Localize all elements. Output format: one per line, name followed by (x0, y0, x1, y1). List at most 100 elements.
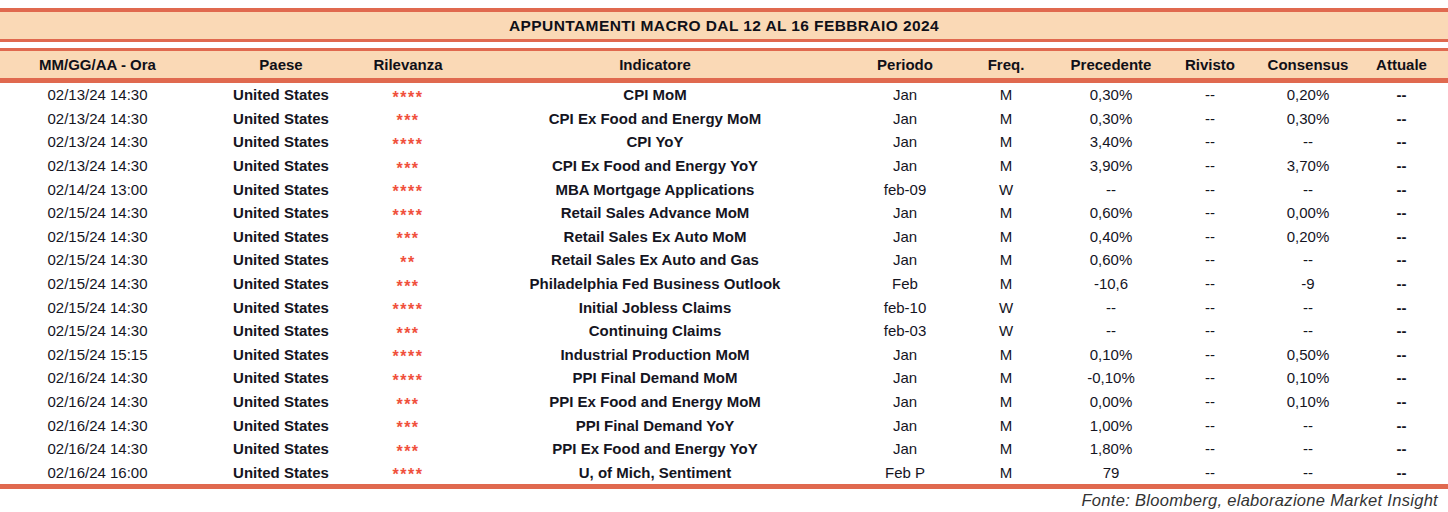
cell-indicator: MBA Mortgage Applications (449, 182, 861, 197)
table-row: 02/15/24 14:30United States****Initial J… (0, 295, 1448, 319)
cell-datetime: 02/15/24 14:30 (0, 276, 195, 291)
cell-actual: -- (1355, 252, 1448, 267)
cell-country: United States (195, 229, 367, 244)
cell-actual: -- (1355, 394, 1448, 409)
cell-indicator: CPI YoY (449, 134, 861, 149)
cell-indicator: Retail Sales Ex Auto MoM (449, 229, 861, 244)
table-row: 02/15/24 15:15United States****Industria… (0, 343, 1448, 367)
cell-relevance: **** (367, 467, 449, 483)
cell-freq: M (949, 87, 1063, 102)
cell-consensus: 0,30% (1261, 111, 1355, 126)
cell-revised: -- (1159, 87, 1261, 102)
cell-indicator: PPI Ex Food and Energy MoM (449, 394, 861, 409)
cell-indicator: Industrial Production MoM (449, 347, 861, 362)
table-row: 02/16/24 14:30United States***PPI Final … (0, 413, 1448, 437)
cell-datetime: 02/16/24 14:30 (0, 370, 195, 385)
cell-consensus: 0,20% (1261, 229, 1355, 244)
cell-consensus: -9 (1261, 276, 1355, 291)
table-row: 02/14/24 13:00United States****MBA Mortg… (0, 177, 1448, 201)
table-row: 02/13/24 14:30United States***CPI Ex Foo… (0, 107, 1448, 131)
cell-indicator: Initial Jobless Claims (449, 300, 861, 315)
cell-relevance: **** (367, 137, 449, 153)
cell-country: United States (195, 111, 367, 126)
cell-relevance: *** (367, 326, 449, 342)
column-header-revised: Rivisto (1159, 57, 1261, 72)
column-header-datetime: MM/GG/AA - Ora (0, 57, 195, 72)
cell-consensus: -- (1261, 252, 1355, 267)
column-header-indicator: Indicatore (449, 57, 861, 72)
cell-consensus: 0,10% (1261, 370, 1355, 385)
cell-freq: M (949, 418, 1063, 433)
cell-datetime: 02/13/24 14:30 (0, 111, 195, 126)
cell-period: Jan (861, 87, 949, 102)
cell-consensus: -- (1261, 418, 1355, 433)
title-band: APPUNTAMENTI MACRO DAL 12 AL 16 FEBBRAIO… (0, 12, 1448, 39)
cell-freq: M (949, 205, 1063, 220)
cell-relevance: *** (367, 113, 449, 129)
cell-actual: -- (1355, 182, 1448, 197)
cell-previous: 0,10% (1063, 347, 1159, 362)
cell-datetime: 02/15/24 14:30 (0, 229, 195, 244)
cell-country: United States (195, 276, 367, 291)
cell-previous: 1,80% (1063, 441, 1159, 456)
cell-actual: -- (1355, 441, 1448, 456)
cell-freq: W (949, 300, 1063, 315)
cell-indicator: PPI Final Demand YoY (449, 418, 861, 433)
cell-country: United States (195, 323, 367, 338)
cell-period: Jan (861, 347, 949, 362)
cell-relevance: **** (367, 349, 449, 365)
cell-indicator: U, of Mich, Sentiment (449, 465, 861, 480)
column-header-country: Paese (195, 57, 367, 72)
macro-calendar-page: APPUNTAMENTI MACRO DAL 12 AL 16 FEBBRAIO… (0, 0, 1448, 512)
cell-relevance: *** (367, 279, 449, 295)
cell-previous: 79 (1063, 465, 1159, 480)
cell-country: United States (195, 370, 367, 385)
cell-previous: 1,00% (1063, 418, 1159, 433)
table-row: 02/16/24 14:30United States***PPI Ex Foo… (0, 390, 1448, 414)
cell-revised: -- (1159, 323, 1261, 338)
table-row: 02/15/24 14:30United States***Continuing… (0, 319, 1448, 343)
cell-revised: -- (1159, 394, 1261, 409)
cell-indicator: Retail Sales Ex Auto and Gas (449, 252, 861, 267)
cell-consensus: -- (1261, 134, 1355, 149)
cell-freq: M (949, 347, 1063, 362)
cell-indicator: CPI Ex Food and Energy MoM (449, 111, 861, 126)
cell-freq: M (949, 111, 1063, 126)
cell-period: Jan (861, 370, 949, 385)
cell-period: Jan (861, 158, 949, 173)
cell-consensus: -- (1261, 323, 1355, 338)
table-row: 02/15/24 14:30United States***Philadelph… (0, 272, 1448, 296)
cell-freq: M (949, 276, 1063, 291)
cell-freq: M (949, 252, 1063, 267)
cell-relevance: ** (367, 255, 449, 271)
cell-period: Feb (861, 276, 949, 291)
cell-consensus: 0,10% (1261, 394, 1355, 409)
cell-period: feb-09 (861, 182, 949, 197)
cell-consensus: -- (1261, 300, 1355, 315)
cell-revised: -- (1159, 229, 1261, 244)
cell-actual: -- (1355, 418, 1448, 433)
cell-relevance: **** (367, 302, 449, 318)
cell-revised: -- (1159, 158, 1261, 173)
cell-actual: -- (1355, 229, 1448, 244)
cell-actual: -- (1355, 370, 1448, 385)
cell-previous: 0,00% (1063, 394, 1159, 409)
cell-datetime: 02/16/24 14:30 (0, 418, 195, 433)
cell-relevance: *** (367, 161, 449, 177)
cell-consensus: 0,00% (1261, 205, 1355, 220)
table-row: 02/16/24 16:00United States****U, of Mic… (0, 461, 1448, 485)
cell-relevance: **** (367, 208, 449, 224)
table-row: 02/13/24 14:30United States***CPI Ex Foo… (0, 154, 1448, 178)
cell-actual: -- (1355, 300, 1448, 315)
cell-datetime: 02/16/24 16:00 (0, 465, 195, 480)
table-row: 02/16/24 14:30United States***PPI Ex Foo… (0, 437, 1448, 461)
cell-previous: 3,40% (1063, 134, 1159, 149)
cell-indicator: PPI Ex Food and Energy YoY (449, 441, 861, 456)
cell-datetime: 02/13/24 14:30 (0, 134, 195, 149)
cell-actual: -- (1355, 111, 1448, 126)
cell-country: United States (195, 394, 367, 409)
cell-country: United States (195, 465, 367, 480)
table-header-row: MM/GG/AA - Ora Paese Rilevanza Indicator… (0, 51, 1448, 78)
cell-consensus: 0,50% (1261, 347, 1355, 362)
cell-datetime: 02/15/24 14:30 (0, 300, 195, 315)
